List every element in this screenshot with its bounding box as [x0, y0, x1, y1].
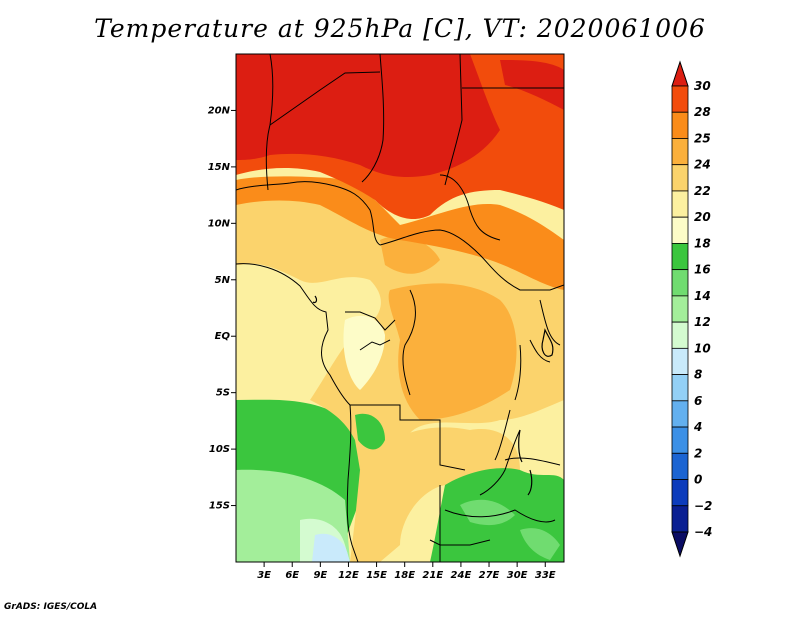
colorbar-label: 22	[694, 184, 711, 198]
lon-tick-label: 3E	[257, 570, 271, 581]
field-orange-south	[350, 427, 520, 562]
coastlines-and-borders	[236, 54, 564, 562]
colorbar-label: 8	[694, 368, 702, 382]
colorbar-segment	[671, 243, 689, 271]
colorbar-segment	[671, 374, 689, 402]
colorbar-label: −2	[694, 499, 712, 513]
colorbar-label: 18	[694, 236, 711, 250]
field-red-ne	[500, 60, 564, 110]
map-frame	[235, 53, 565, 563]
longitude-axis: 3E 6E 9E 12E 15E 18E 21E 24E 27E 30E 33E	[257, 562, 556, 581]
lat-tick-label: 10N	[208, 218, 231, 229]
field-orange-deep	[388, 283, 517, 420]
colorbar-label: 16	[694, 263, 711, 277]
colorbar-segment	[671, 138, 689, 166]
colorbar-label: 12	[694, 315, 711, 329]
lon-tick-label: 21E	[422, 570, 443, 581]
colorbar-segment	[671, 452, 689, 480]
lon-tick-label: 27E	[479, 570, 500, 581]
field-orange-deep-2	[380, 236, 440, 274]
colorbar-bottom-arrow	[671, 531, 689, 558]
lon-tick-label: 12E	[338, 570, 359, 581]
colorbar-label: 4	[693, 420, 702, 434]
lat-tick-label: 10S	[209, 444, 230, 455]
lat-tick-label: EQ	[215, 331, 231, 342]
field-green-coast	[355, 413, 385, 450]
colorbar-segment	[671, 400, 689, 428]
lon-tick-label: 18E	[394, 570, 415, 581]
lat-tick-label: 20N	[208, 105, 231, 116]
colorbar-segment	[671, 111, 689, 139]
colorbar-label: 30	[694, 79, 711, 93]
field-red-north	[236, 54, 500, 177]
field-blue-sw	[312, 533, 350, 562]
colorbar-segment	[671, 321, 689, 349]
lat-tick-label: 15N	[208, 162, 231, 173]
credit-text: GrADS: IGES/COLA	[4, 602, 98, 612]
lon-tick-label: 15E	[366, 570, 387, 581]
colorbar-label: 24	[694, 158, 711, 172]
lon-tick-label: 9E	[313, 570, 327, 581]
lat-tick-label: 15S	[209, 501, 230, 512]
field-light-green-se	[460, 499, 515, 526]
field-pale-central	[343, 315, 385, 390]
colorbar-segment	[671, 164, 689, 192]
field-light-green-se-2	[520, 528, 560, 560]
colorbar-segment	[671, 479, 689, 507]
colorbar-label: 2	[694, 446, 702, 460]
colorbar-label: 10	[694, 341, 711, 355]
colorbar-label: 28	[694, 105, 711, 119]
colorbar-top-arrow	[671, 60, 689, 87]
colorbar-segment	[671, 216, 689, 244]
temperature-field	[236, 54, 564, 562]
lon-tick-label: 6E	[285, 570, 299, 581]
colorbar-label: 14	[694, 289, 711, 303]
colorbar-segment	[671, 269, 689, 297]
lon-tick-label: 33E	[535, 570, 556, 581]
colorbar-segment	[671, 295, 689, 323]
field-orange-north	[236, 176, 564, 290]
colorbar-label: 0	[694, 473, 702, 487]
lat-tick-label: 5S	[216, 388, 230, 399]
colorbar-segment	[671, 347, 689, 375]
colorbar-segment	[671, 190, 689, 218]
lat-tick-label: 5N	[215, 275, 231, 286]
colorbar-label: −4	[694, 525, 712, 539]
colorbar-label: 25	[694, 131, 711, 145]
lakes	[312, 295, 554, 496]
colorbar-segment	[671, 426, 689, 454]
lon-tick-label: 30E	[507, 570, 528, 581]
lon-tick-label: 24E	[451, 570, 472, 581]
colorbar-segment	[671, 505, 689, 533]
colorbar-label: 20	[694, 210, 711, 224]
colorbar-label: 6	[694, 394, 702, 408]
latitude-axis: 20N 15N 10N 5N EQ 5S 10S 15S	[208, 105, 236, 512]
map-title: Temperature at 925hPa [C], VT: 202006100…	[94, 14, 706, 43]
colorbar-segment	[671, 85, 689, 113]
